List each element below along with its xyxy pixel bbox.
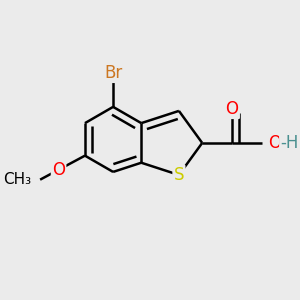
Text: O: O	[268, 134, 281, 152]
Text: S: S	[174, 166, 184, 184]
Text: O: O	[52, 161, 65, 179]
Text: CH₃: CH₃	[4, 172, 32, 187]
Text: -H: -H	[280, 134, 299, 152]
Text: O: O	[226, 100, 238, 118]
Text: Br: Br	[104, 64, 122, 82]
